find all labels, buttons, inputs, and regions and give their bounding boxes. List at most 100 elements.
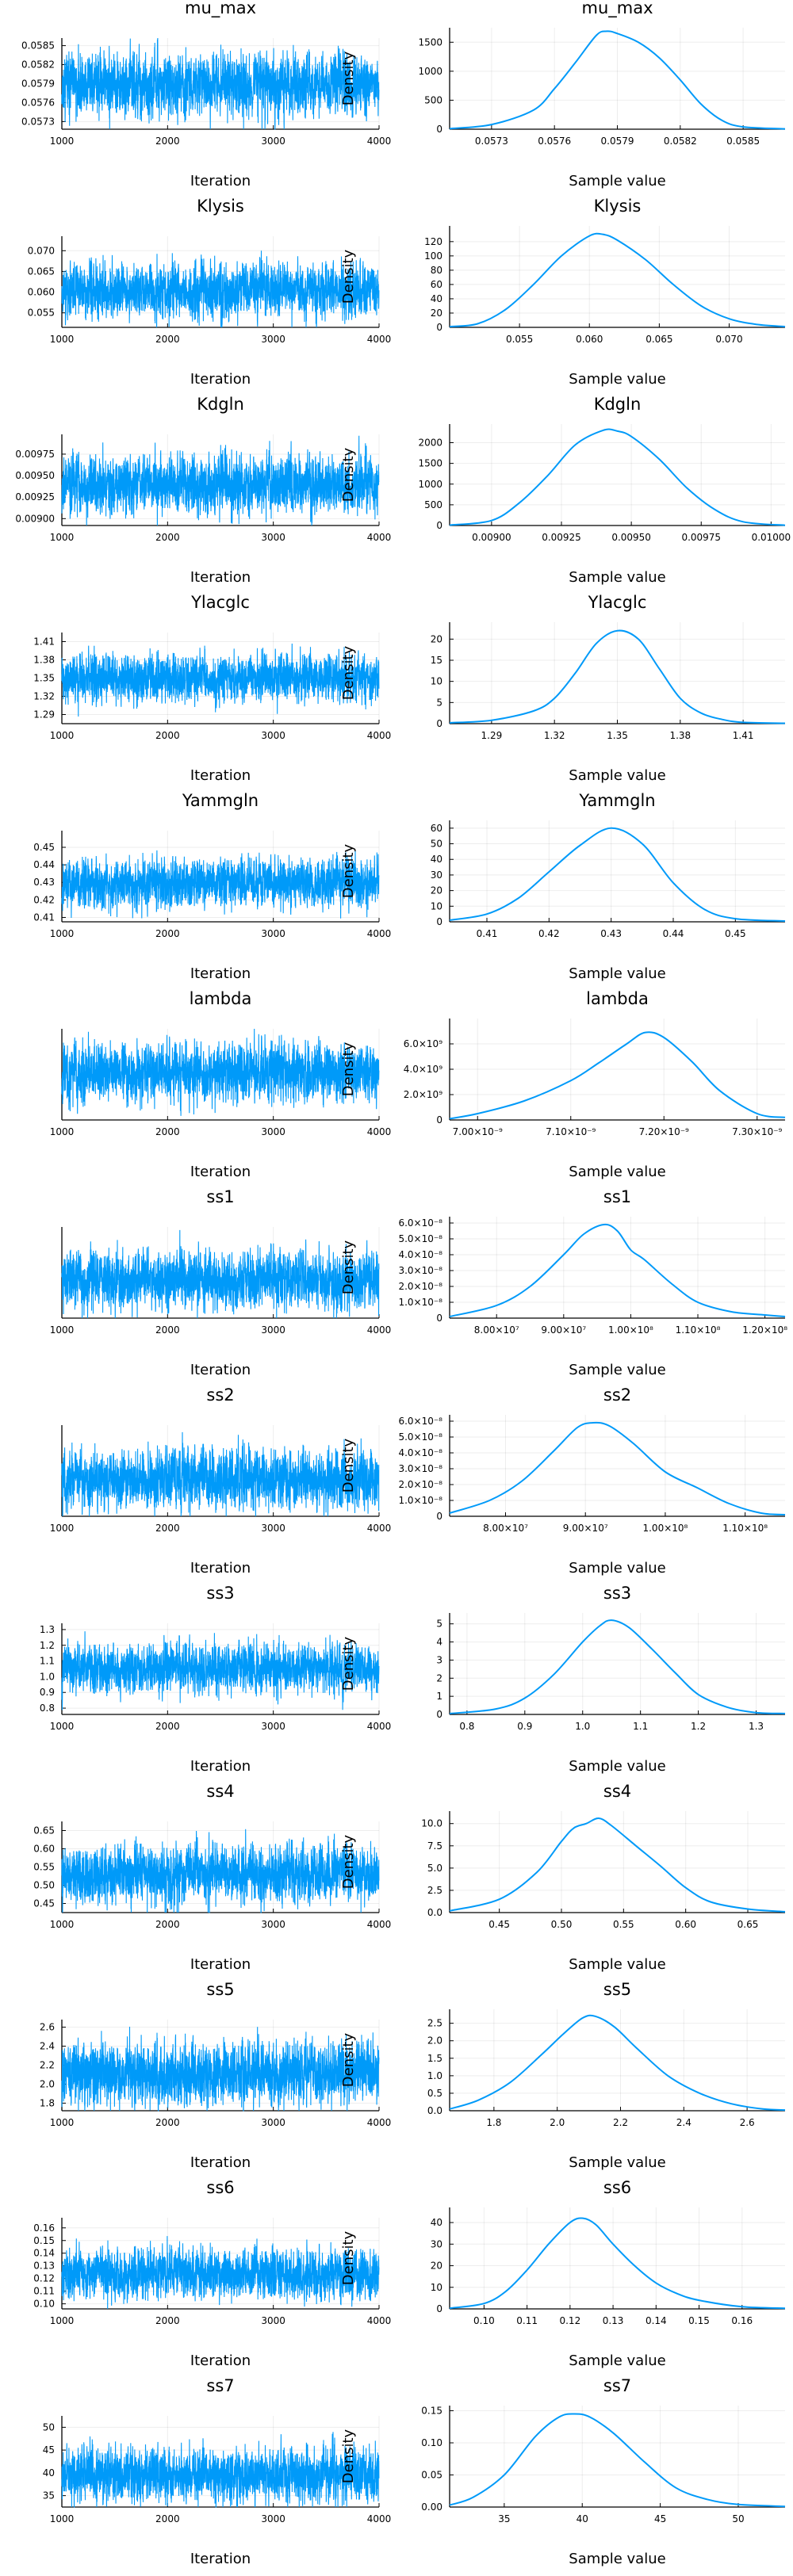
x-tick-label: 0.0579 [601,136,634,147]
y-tick-label: 40 [431,293,442,304]
plot-title: mu_max [185,0,256,18]
y-tick-label: 1.2 [40,1640,55,1651]
trace-series-ss5 [61,2026,380,2112]
plot-title: lambda [586,989,649,1008]
y-tick-label: 0.43 [33,877,55,888]
plot-title: Yammgln [182,791,259,810]
y-tick-label: 0.10 [33,2299,55,2310]
y-tick-label: 1 [436,1691,442,1702]
x-tick-label: 0.11 [516,2315,538,2326]
x-tick-label: 1.3 [749,1721,764,1732]
x-tick-label: 0.00900 [472,532,511,543]
y-axis-label: Density [340,2230,357,2285]
x-tick-label: 1.10×10⁸ [722,1523,768,1534]
x-axis-label: Iteration [190,1164,251,1180]
x-tick-label: 0.01000 [752,532,791,543]
y-tick-label: 4.0×10⁹ [404,1064,442,1075]
x-tick-label: 2000 [155,532,180,543]
plot-title: Kdgln [594,395,642,414]
y-tick-label: 5 [436,1619,442,1630]
trace-series-ss3 [61,1631,380,1710]
y-tick-label: 0.055 [28,308,55,319]
y-tick-label: 3 [436,1654,442,1665]
y-tick-label: 0 [436,520,442,531]
x-tick-label: 2000 [155,1523,180,1534]
x-tick-label: 1.41 [733,730,754,741]
plot-title: mu_max [581,0,653,18]
trace-plot-ss5: 1000 2000 3000 4000 1.8 2.0 2.2 2.4 2.6 ss5 Iterat… [40,1980,391,2171]
y-tick-label: 0.60 [33,1844,55,1855]
density-plot-ss3: 0.8 0.9 1.0 1.1 1.2 1.3 0 1 2 3 4 5 ss3 Sample value D… [340,1584,786,1775]
x-tick-label: 2000 [155,2117,180,2128]
x-tick-label: 0.65 [737,1919,759,1930]
y-tick-label: 1500 [418,36,442,48]
trace-series-ss7 [61,2432,380,2508]
x-tick-label: 0.45 [725,928,746,939]
density-curve-Ylacglc [449,629,786,724]
plot-title: ss7 [603,2376,631,2395]
y-tick-label: 80 [431,265,442,276]
density-plot-Ylacglc: 1.29 1.32 1.35 1.38 1.41 0 5 10 15 20 Ylacglc Sampl… [340,593,786,784]
y-tick-label: 1500 [418,458,442,469]
x-axis-label: Sample value [569,2352,665,2369]
x-axis-label: Iteration [190,1362,251,1378]
y-axis-label: Density [340,2032,357,2087]
plot-title: Ylacglc [190,593,250,612]
x-tick-label: 0.12 [559,2315,580,2326]
y-tick-label: 0.45 [33,1898,55,1909]
y-tick-label: 4 [436,1637,442,1648]
density-plot-ss5: 1.8 2.0 2.2 2.4 2.6 0.0 0.5 1.0 1.5 2.0 2.5 ss5 Samp… [340,1980,786,2171]
y-tick-label: 0 [436,718,442,729]
plot-title: ss2 [603,1385,631,1405]
x-tick-label: 0.43 [600,928,622,939]
x-axis-label: Iteration [190,1560,251,1577]
y-tick-label: 45 [43,2444,55,2456]
y-tick-label: 10 [431,2282,442,2293]
y-tick-label: 15 [431,655,442,666]
x-axis-label: Sample value [569,1956,665,1973]
y-tick-label: 5 [436,697,442,708]
y-tick-label: 0.42 [33,894,55,905]
y-tick-label: 0 [436,322,442,333]
density-curve-mu_max [449,30,786,130]
x-tick-label: 1.00×10⁸ [642,1523,688,1534]
density-plot-mu_max: 0.0573 0.0576 0.0579 0.0582 0.0585 0 500 1000 15… [340,0,786,189]
trace-plot-ss1: 1000 2000 3000 4000 ss1 Iteration [50,1187,392,1378]
x-tick-label: 45 [654,2513,666,2524]
x-axis-label: Iteration [190,173,251,189]
plot-title: ss7 [206,2376,234,2395]
x-tick-label: 3000 [261,1126,285,1137]
y-tick-label: 0.0573 [21,116,55,127]
trace-plot-Kdgln: 1000 2000 3000 4000 0.00900 0.00925 0.00950 0.0… [15,395,391,586]
y-tick-label: 6.0×10⁹ [404,1038,442,1049]
y-tick-label: 0.15 [421,2405,442,2416]
x-axis-label: Iteration [190,2551,251,2567]
y-tick-label: 60 [431,823,442,834]
y-tick-label: 0.00950 [15,470,55,481]
y-tick-label: 35 [43,2490,55,2501]
y-tick-label: 4.0×10⁻⁸ [398,1447,442,1458]
plot-title: ss1 [206,1187,234,1206]
plot-title: ss4 [206,1782,234,1801]
density-curve-Klysis [449,232,786,328]
y-tick-label: 2.0×10⁹ [404,1089,442,1100]
y-tick-label: 1.5 [427,2053,442,2064]
y-tick-label: 0 [436,1709,442,1720]
x-tick-label: 4000 [367,2513,392,2524]
x-tick-label: 1.20×10⁸ [742,1324,787,1336]
y-tick-label: 0.55 [33,1862,55,1873]
x-tick-label: 0.065 [646,334,672,345]
x-tick-label: 0.13 [603,2315,624,2326]
x-axis-label: Iteration [190,2154,251,2171]
x-tick-label: 4000 [367,730,392,741]
x-tick-label: 4000 [367,1126,392,1137]
y-tick-label: 2 [436,1672,442,1684]
y-tick-label: 0 [436,2303,442,2314]
plot-title: ss1 [603,1187,631,1206]
trace-plot-ss2: 1000 2000 3000 4000 ss2 Iteration [50,1385,392,1577]
x-tick-label: 1000 [50,532,75,543]
plot-title: lambda [190,989,252,1008]
y-tick-label: 1000 [418,479,442,490]
x-axis-label: Iteration [190,767,251,784]
y-axis-label: Density [340,447,357,502]
